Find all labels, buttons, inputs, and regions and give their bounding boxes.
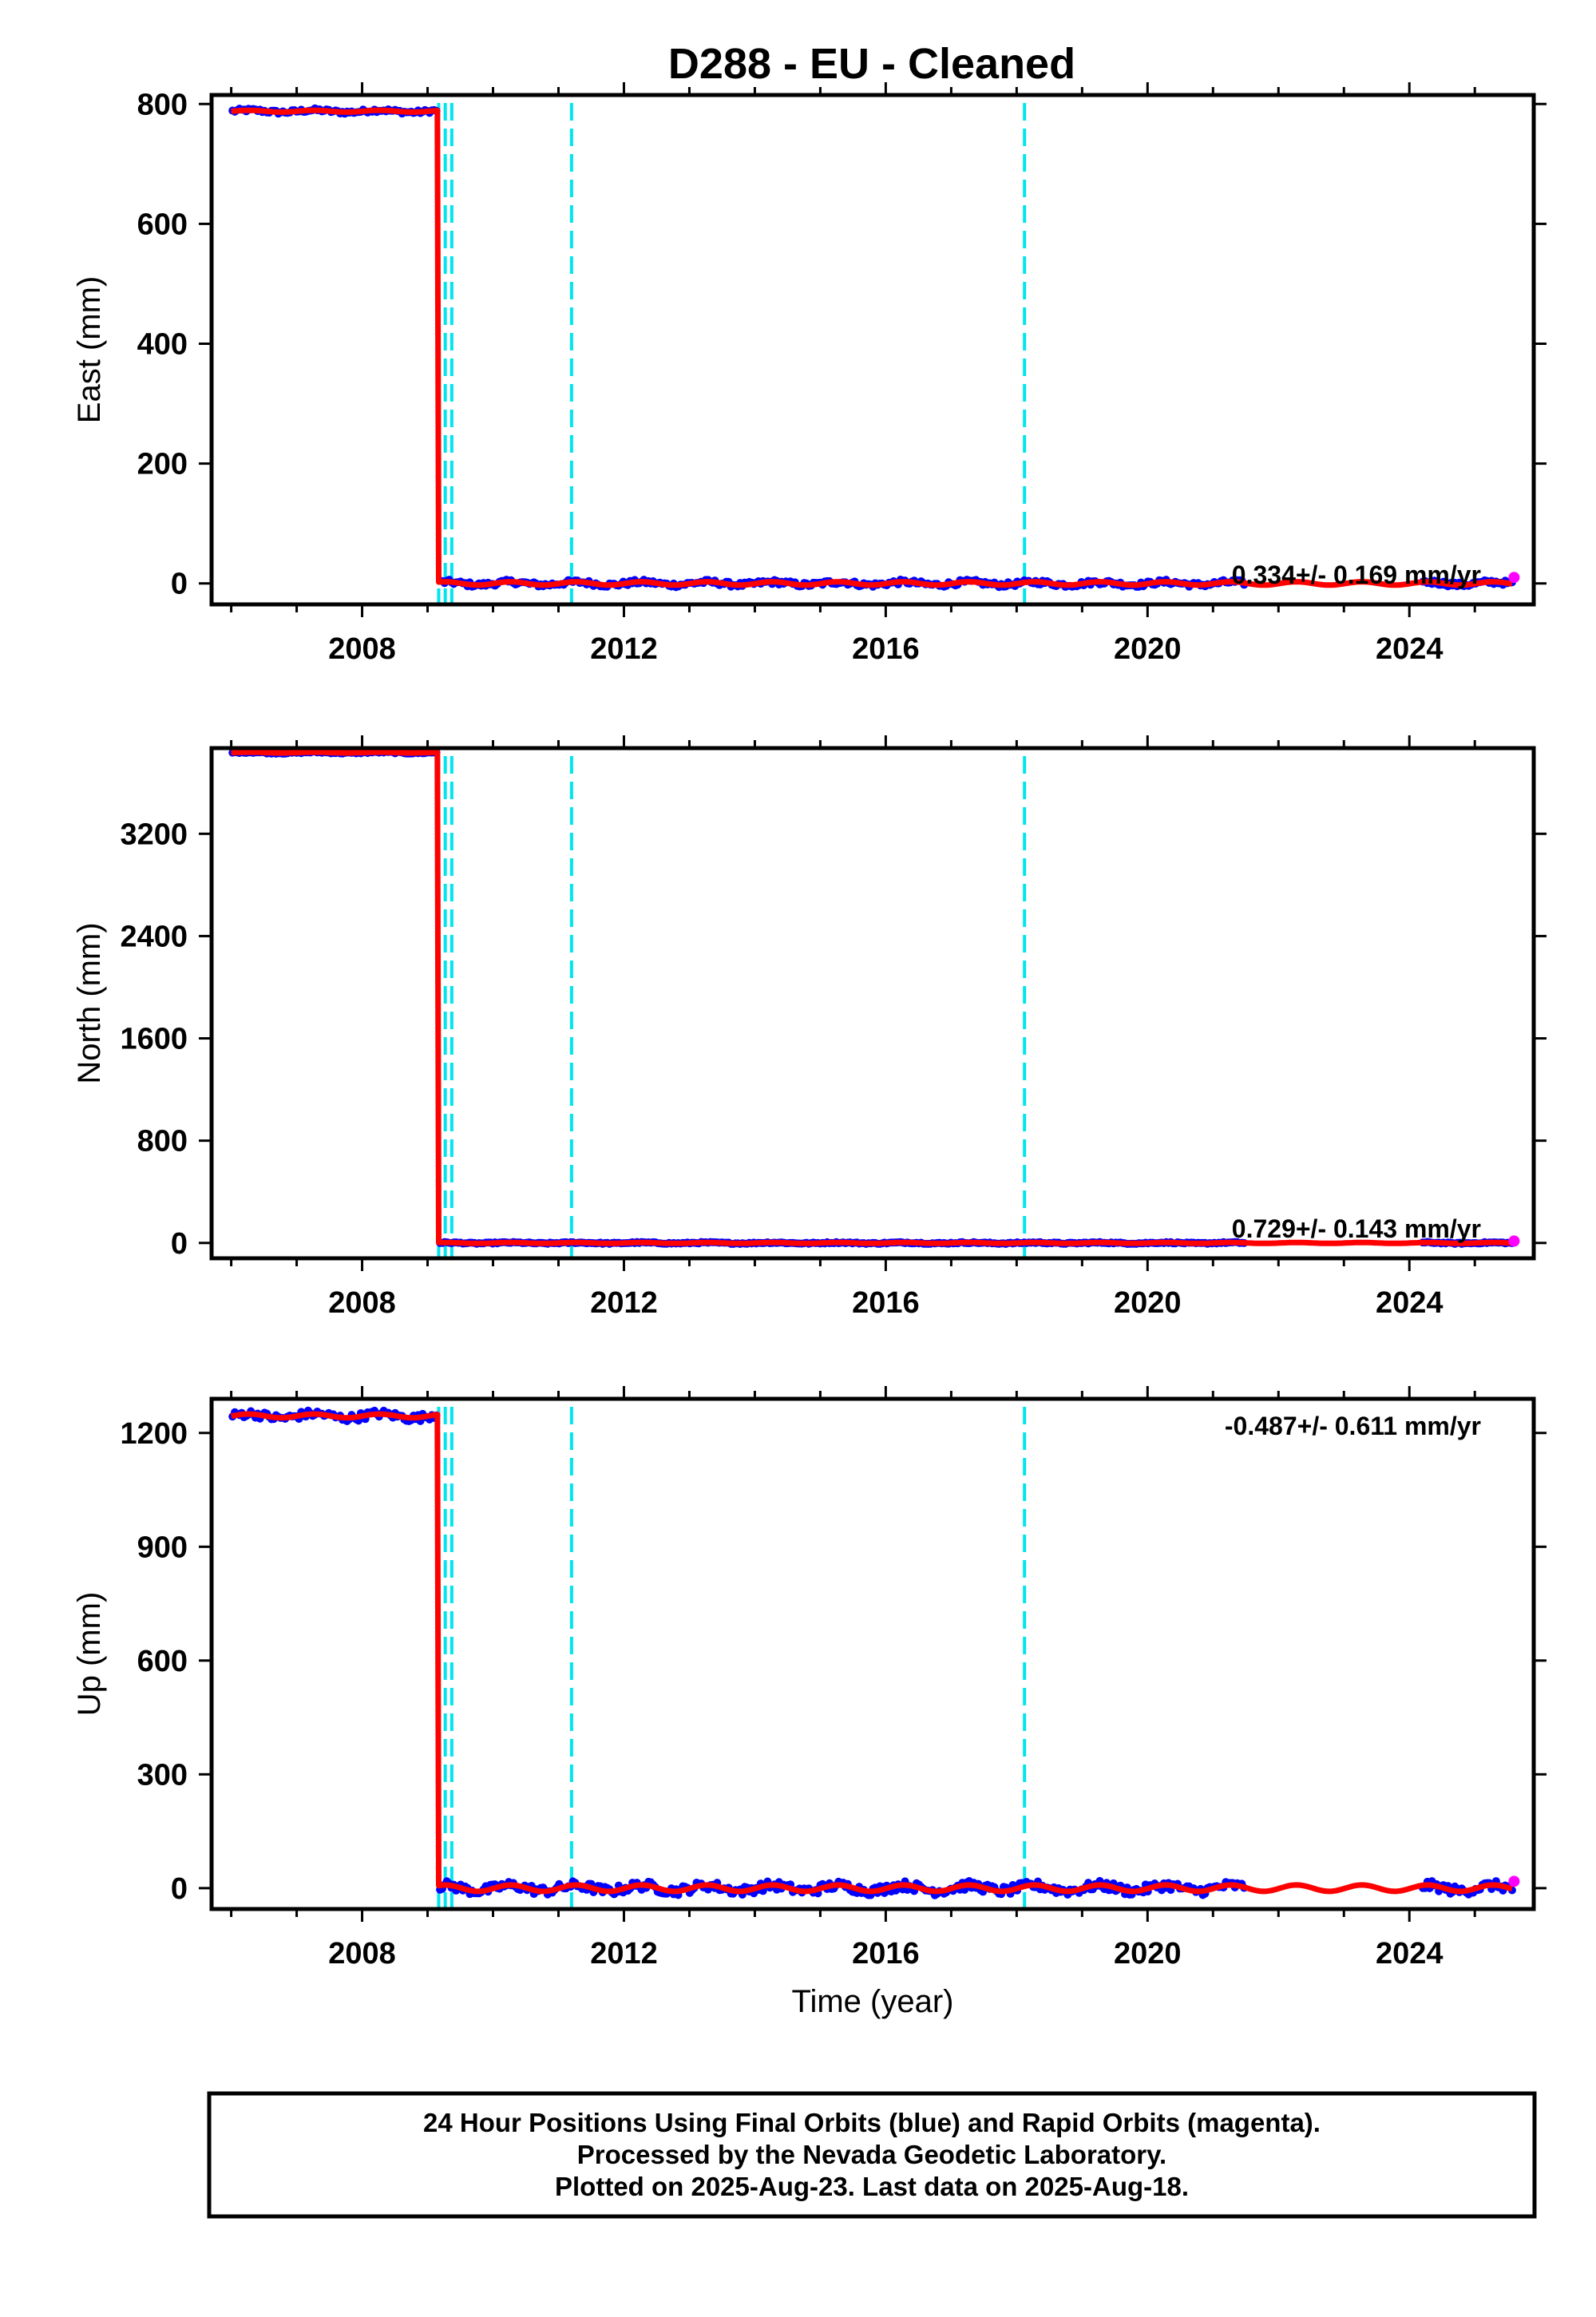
footer-line-3: Plotted on 2025-Aug-23. Last data on 202… xyxy=(555,2172,1189,2201)
x-tick-label: 2012 xyxy=(590,632,658,666)
x-tick-label: 2020 xyxy=(1114,632,1182,666)
x-tick-label: 2008 xyxy=(328,1937,396,1970)
y-tick-label: 300 xyxy=(137,1758,188,1792)
x-tick-label: 2008 xyxy=(328,1286,396,1320)
plot-frame xyxy=(209,1396,1536,1911)
rapid-orbit-point xyxy=(1508,1235,1520,1247)
plot-frame xyxy=(209,746,1536,1261)
x-tick-label: 2008 xyxy=(328,632,396,666)
y-tick-label: 1200 xyxy=(120,1417,188,1451)
footer-border xyxy=(207,2091,1537,2219)
x-tick-label: 2024 xyxy=(1376,1937,1444,1970)
rate-label: -0.487+/- 0.611 mm/yr xyxy=(1225,1412,1481,1440)
footer-box: 24 Hour Positions Using Final Orbits (bl… xyxy=(207,2091,1537,2219)
y-tick-label: 600 xyxy=(137,1645,188,1678)
model-line xyxy=(231,107,1513,588)
y-axis-label: Up (mm) xyxy=(72,1592,107,1717)
east-panel: 0 200 400 600 800 2008 2012 2016 2020 2024 East (m… xyxy=(72,82,1546,666)
x-tick-label: 2016 xyxy=(852,1286,920,1320)
up-panel: 0 300 600 900 1200 2008 2012 2016 2020 2024 Up (mm… xyxy=(72,1386,1546,2019)
x-tick-label: 2016 xyxy=(852,632,920,666)
final-orbit-points xyxy=(228,104,1516,592)
x-tick-label: 2012 xyxy=(590,1937,658,1970)
y-tick-label: 0 xyxy=(171,1872,188,1906)
y-tick-label: 400 xyxy=(137,327,188,361)
rate-label: 0.334+/- 0.169 mm/yr xyxy=(1232,560,1481,589)
x-tick-label: 2020 xyxy=(1114,1937,1182,1970)
x-tick-label: 2020 xyxy=(1114,1286,1182,1320)
y-tick-label: 200 xyxy=(137,448,188,481)
y-tick-label: 600 xyxy=(137,208,188,241)
chart-title: D288 - EU - Cleaned xyxy=(668,40,1075,88)
plot-frame xyxy=(209,93,1536,607)
x-tick-label: 2024 xyxy=(1376,1286,1444,1320)
y-tick-label: 2400 xyxy=(120,920,188,953)
final-orbit-points xyxy=(228,747,1516,1248)
y-axis-label: East (mm) xyxy=(72,276,107,423)
y-tick-label: 1600 xyxy=(120,1023,188,1056)
rapid-orbit-point xyxy=(1508,1875,1520,1887)
x-tick-label: 2012 xyxy=(590,1286,658,1320)
footer-line-2: Processed by the Nevada Geodetic Laborat… xyxy=(577,2140,1166,2169)
y-tick-label: 800 xyxy=(137,88,188,121)
y-tick-label: 3200 xyxy=(120,818,188,851)
model-line xyxy=(231,1411,1513,1895)
north-panel: 0 800 1600 2400 3200 2008 2012 2016 2020 2024 Nort… xyxy=(72,735,1546,1320)
y-tick-label: 900 xyxy=(137,1531,188,1564)
footer-line-1: 24 Hour Positions Using Final Orbits (bl… xyxy=(423,2108,1321,2137)
x-tick-label: 2024 xyxy=(1376,632,1444,666)
final-orbit-points xyxy=(228,1406,1516,1899)
y-tick-label: 800 xyxy=(137,1125,188,1158)
x-tick-label: 2016 xyxy=(852,1937,920,1970)
y-tick-label: 0 xyxy=(171,568,188,601)
model-line xyxy=(231,749,1512,1246)
y-axis-label: North (mm) xyxy=(72,922,107,1083)
y-tick-label: 0 xyxy=(171,1227,188,1261)
rapid-orbit-point xyxy=(1508,572,1520,584)
rate-label: 0.729+/- 0.143 mm/yr xyxy=(1232,1214,1481,1243)
x-axis-label: Time (year) xyxy=(792,1984,954,2019)
